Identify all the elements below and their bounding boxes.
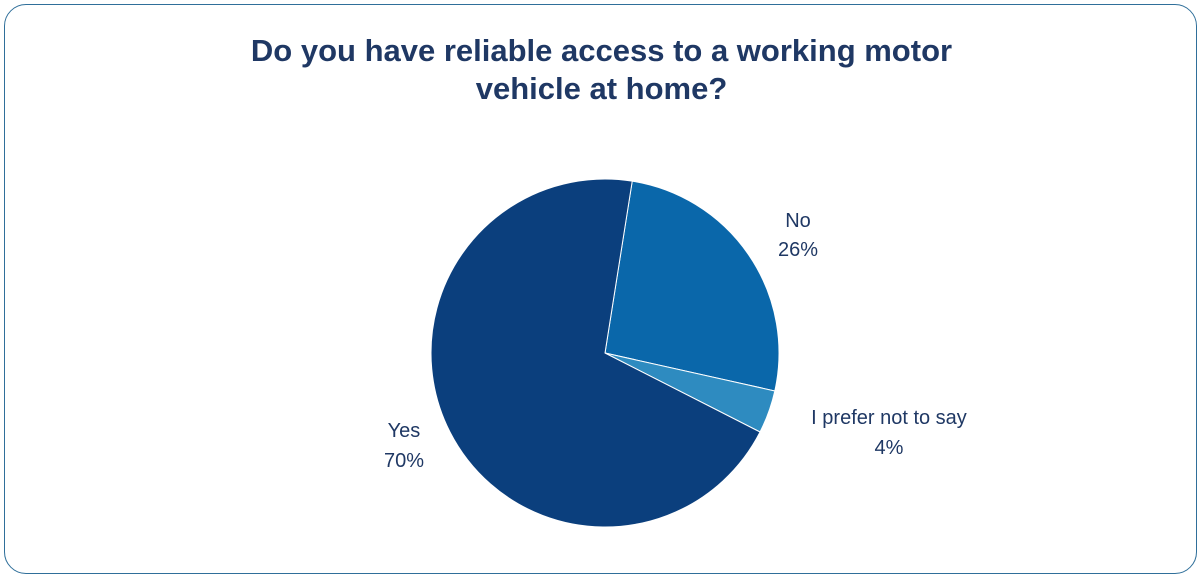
slice-value-no: 26% (778, 239, 818, 261)
pie-slice-yes (430, 178, 761, 528)
slice-value-yes: 70% (384, 450, 424, 472)
slice-label-no: No (785, 210, 811, 232)
pie-slices (430, 178, 780, 528)
pie-slice-no (604, 180, 780, 392)
slice-value-prefer-not-to-say: 4% (875, 437, 904, 459)
chart-title-line-1: Do you have reliable access to a working… (250, 33, 953, 68)
chart-title: Do you have reliable access to a working… (0, 32, 1203, 108)
chart-title-line-2: vehicle at home? (475, 71, 728, 106)
slice-label-yes: Yes (388, 420, 421, 442)
slice-label-prefer-not-to-say: I prefer not to say (811, 407, 967, 429)
